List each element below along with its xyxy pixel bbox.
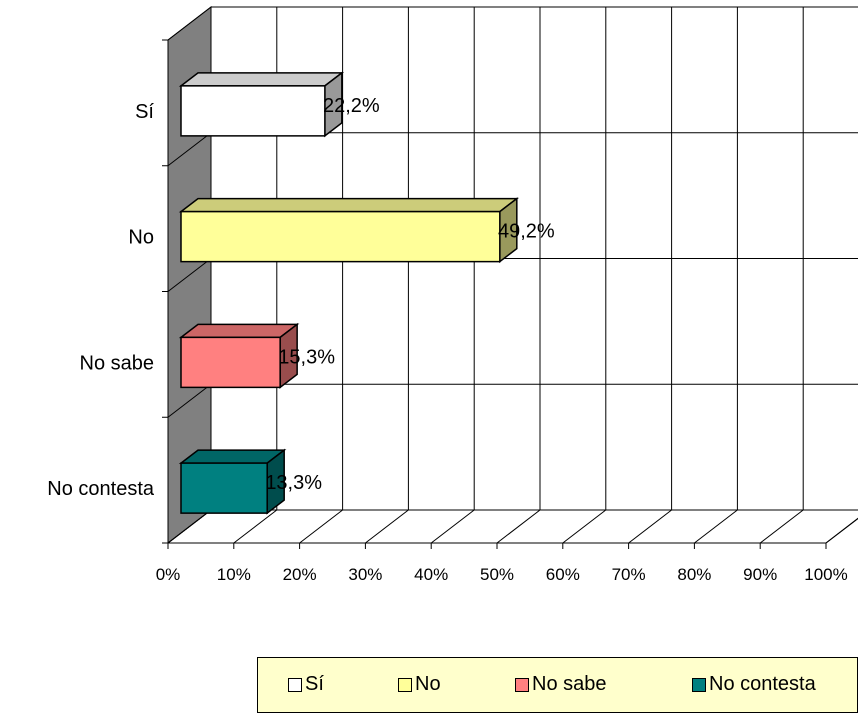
bar-no-contesta [180,462,268,514]
legend-label-si: Sí [305,673,324,695]
gridline-floor [759,509,804,544]
x-tick-label: 70% [612,565,646,584]
value-label-s-: 22,2% [323,95,380,117]
value-labels: 22,2% 49,2% 15,3% 13,3% [265,95,555,494]
legend-label-no-contesta: No contesta [709,673,816,695]
bar-no-sabe [180,336,281,389]
x-tick-label: 30% [348,565,382,584]
side-wall-divider [167,258,212,292]
gridline-floor [628,509,672,544]
bars [178,71,520,515]
x-tick-label: 60% [546,565,580,584]
bar-top-s- [178,72,345,87]
x-tick-label: 20% [283,565,317,584]
legend-item-no: No [398,673,441,696]
x-tick-label: 100% [804,565,847,584]
category-label-no: No [128,227,154,249]
bar-s- [180,85,326,137]
x-tick-label: 50% [480,565,514,584]
category-label-no-sabe: No sabe [80,352,155,374]
legend-swatch-no-contesta [692,677,706,692]
category-label-s-: Sí [135,101,154,123]
x-axis-ticks: 0% 10% 20% 30% 40% 50% 60% 70% 80% 90% 100% [156,565,848,584]
category-label-no-contesta: No contesta [47,478,155,500]
bar-no [180,210,501,263]
gridline-floor [430,509,475,544]
value-label-no-contesta: 13,3% [265,472,322,494]
x-tick-label: 0% [156,565,181,584]
side-wall-divider [167,509,212,544]
gridline-floor [562,509,607,544]
gridline-floor [825,517,858,544]
legend-swatch-si [288,677,302,692]
gridline-floor [365,509,409,544]
x-tick-label: 10% [217,565,251,584]
side-wall-divider [167,6,212,41]
legend-label-no: No [415,673,441,695]
x-tick-label: 80% [677,565,711,584]
legend-label-no-sabe: No sabe [532,673,607,695]
x-tick-label: 90% [743,565,777,584]
side-wall-divider [167,383,212,418]
floor [166,509,858,544]
legend-item-no-sabe: No sabe [515,673,607,696]
gridline-floor [299,509,343,544]
gridline-floor [496,509,541,544]
side-wall-divider [167,132,212,167]
value-label-no: 49,2% [498,221,555,243]
bar-top-no-sabe [178,323,300,339]
gridline-floor [233,509,278,544]
legend: Sí No No sabe No contesta [257,657,858,713]
legend-swatch-no-sabe [515,677,529,692]
category-labels: Sí No No sabe No contesta [47,101,155,500]
legend-item-si: Sí [288,673,324,696]
bar-top-no [178,197,520,213]
legend-swatch-no [398,677,412,692]
gridline-floor [694,509,738,544]
x-tick-label: 40% [414,565,448,584]
value-label-no-sabe: 15,3% [278,346,335,368]
legend-item-no-contesta: No contesta [692,673,816,696]
